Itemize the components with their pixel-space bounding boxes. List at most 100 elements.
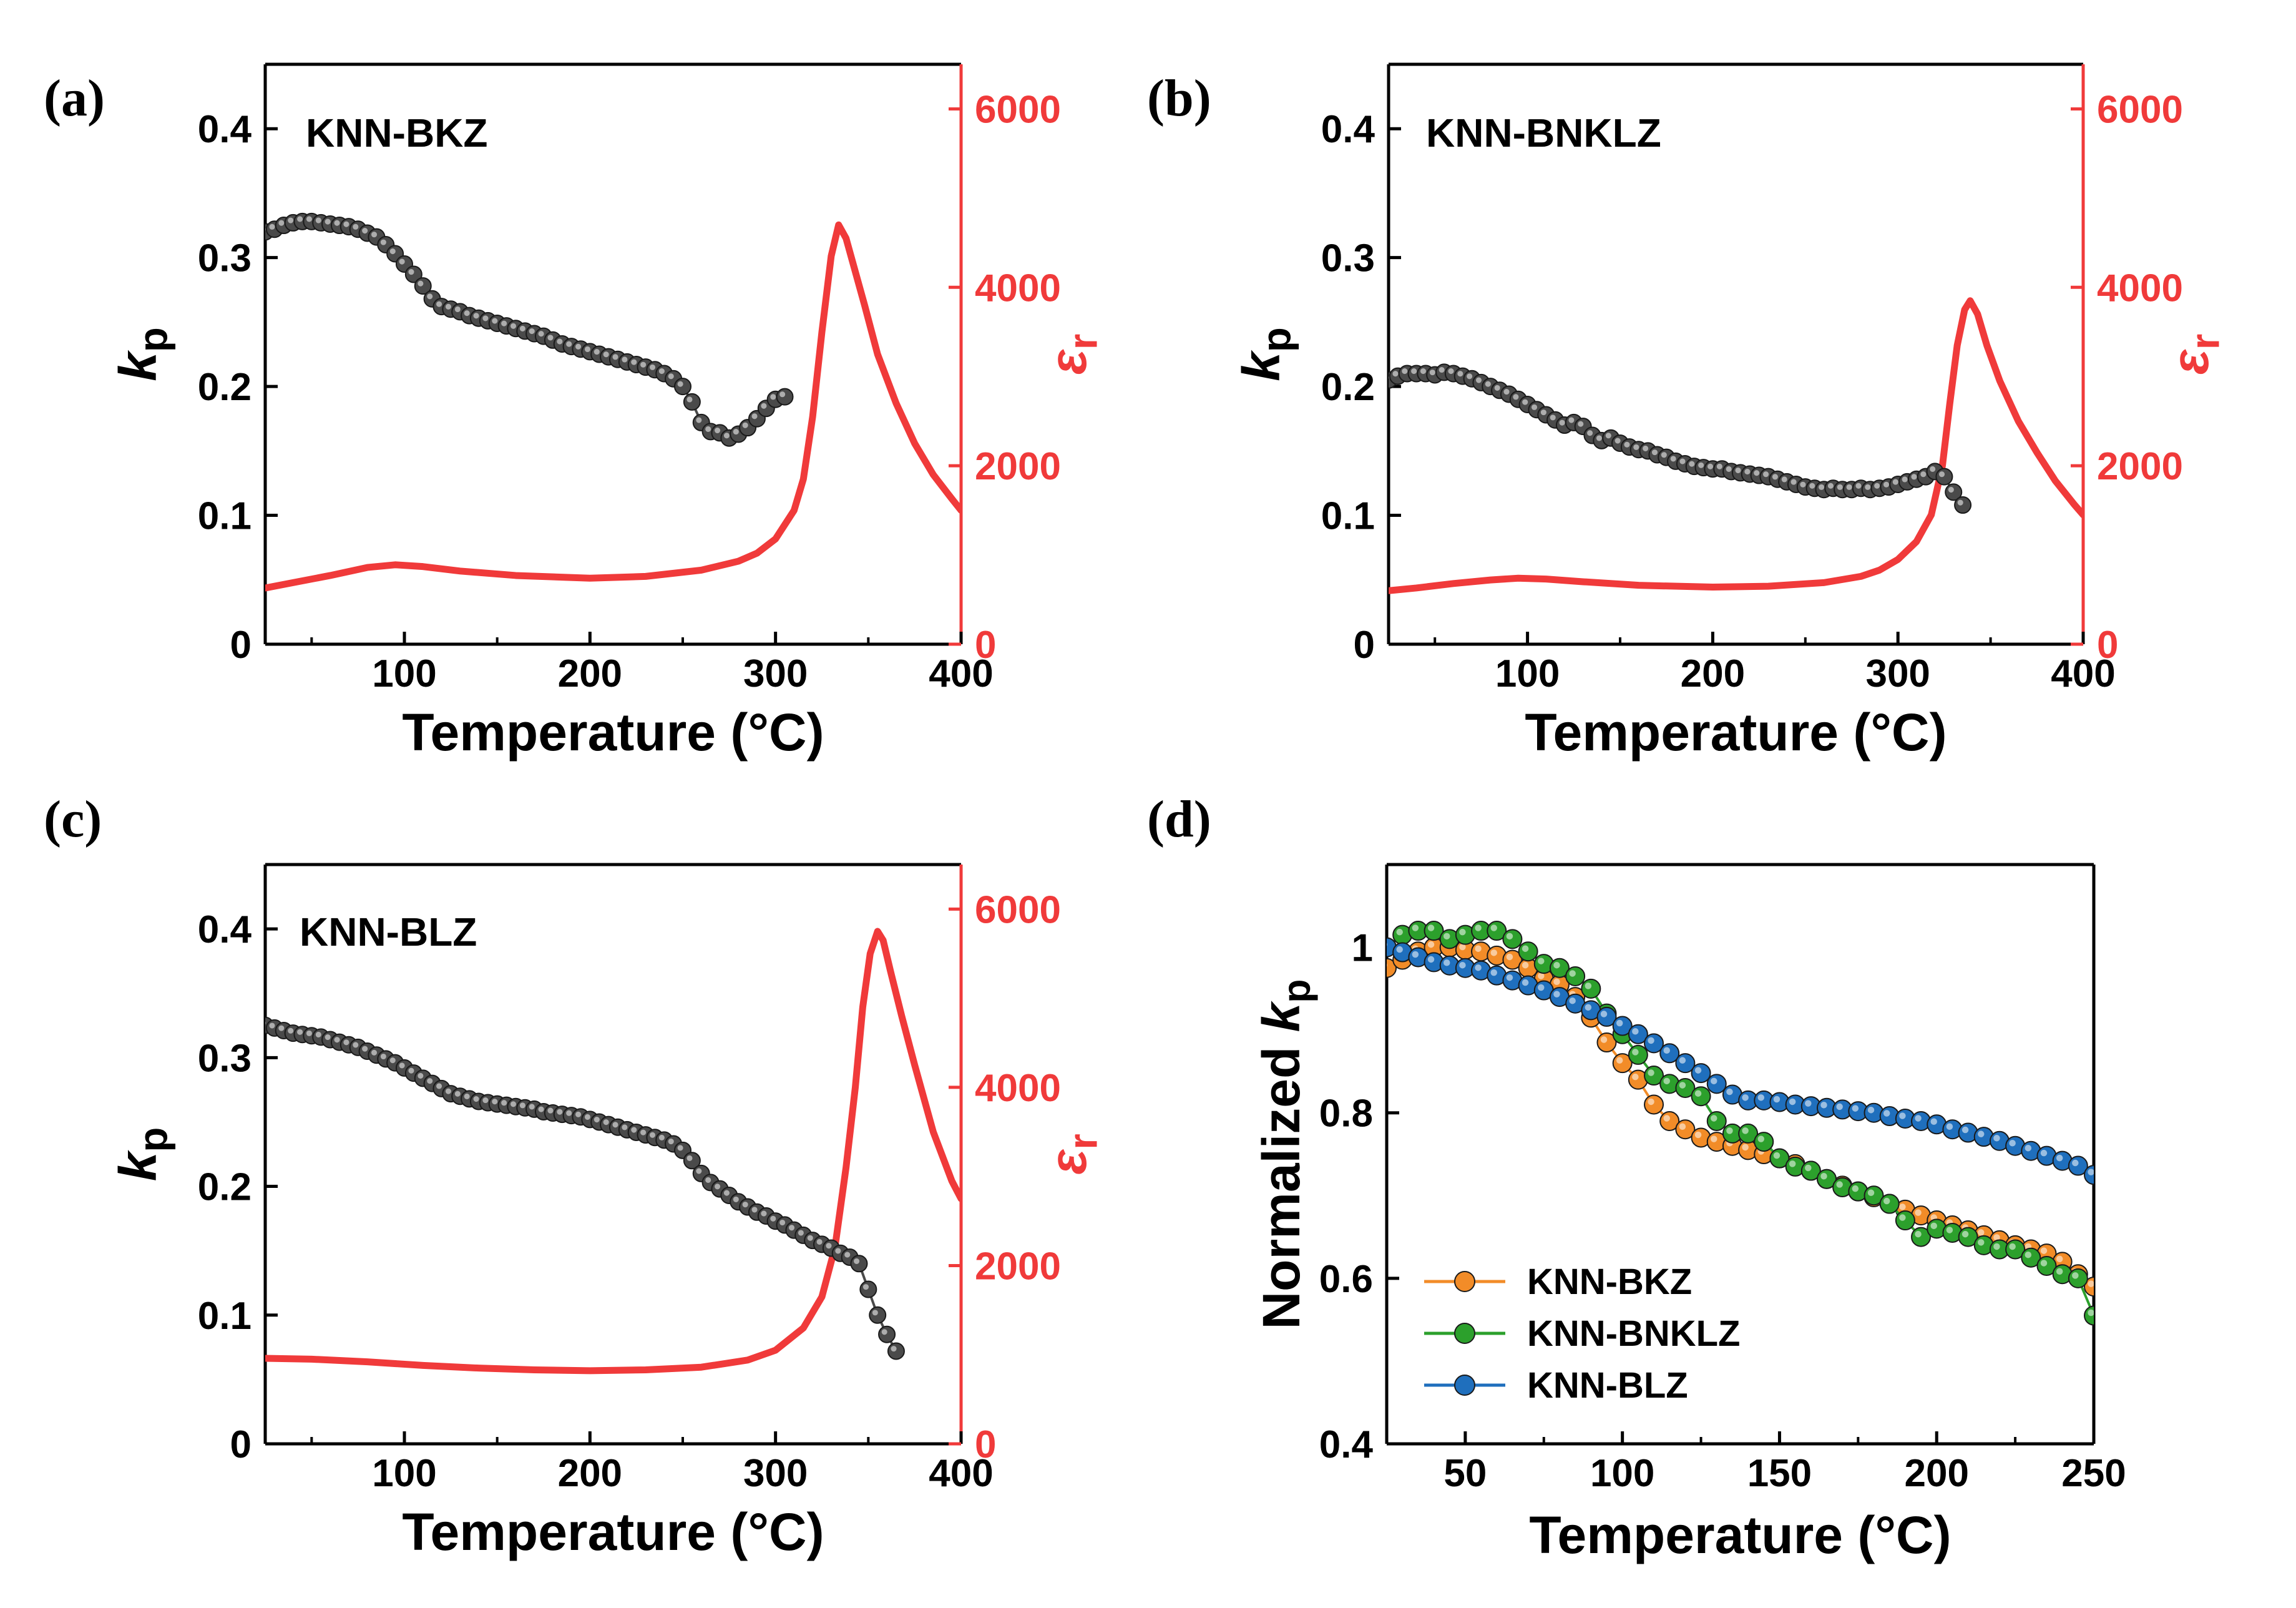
- data-point-highlight: [715, 427, 721, 434]
- data-point-highlight: [1569, 997, 1576, 1004]
- data-point: [1706, 1074, 1727, 1094]
- data-point-highlight: [594, 1116, 600, 1123]
- data-point-highlight: [1946, 1227, 1953, 1233]
- data-point: [2068, 1268, 2088, 1288]
- data-point-highlight: [1448, 368, 1454, 375]
- y2-tick-label: 2000: [975, 445, 1061, 488]
- y-tick-label: 0.8: [1319, 1092, 1373, 1135]
- data-point-highlight: [705, 1177, 711, 1184]
- data-point-highlight: [779, 1219, 786, 1226]
- data-point-highlight: [1867, 1106, 1875, 1114]
- y2-tick-label: 0: [2097, 624, 2118, 667]
- data-point-highlight: [1402, 368, 1408, 375]
- data-point-highlight: [733, 429, 739, 435]
- data-point-highlight: [677, 381, 683, 387]
- data-point-highlight: [473, 1096, 479, 1102]
- data-point-highlight: [1459, 928, 1466, 936]
- data-point-highlight: [603, 1119, 609, 1125]
- y-tick-label: 0.1: [198, 495, 252, 538]
- data-point-highlight: [658, 368, 665, 375]
- data-point-highlight: [297, 216, 303, 222]
- data-point-highlight: [1710, 1135, 1717, 1142]
- data-point-highlight: [1978, 1239, 1985, 1246]
- data-point-highlight: [1978, 1229, 1985, 1236]
- data-point-highlight: [1819, 484, 1825, 490]
- panel-title: KNN-BKZ: [306, 110, 488, 155]
- data-point-highlight: [1742, 1094, 1749, 1101]
- data-point-highlight: [1412, 951, 1419, 958]
- data-point: [674, 378, 691, 396]
- data-point-highlight: [761, 1210, 767, 1217]
- data-point-highlight: [1490, 949, 1497, 956]
- data-point-highlight: [1553, 978, 1560, 985]
- data-point-highlight: [1522, 961, 1529, 969]
- x-tick-label: 400: [2051, 652, 2115, 695]
- data-point-highlight: [399, 1062, 405, 1069]
- data-point-highlight: [798, 1230, 804, 1236]
- plot-area: [1380, 921, 2094, 1326]
- data-point-highlight: [1615, 438, 1621, 444]
- data-point-highlight: [1757, 1094, 1765, 1101]
- y2-tick-label: 4000: [2097, 267, 2183, 310]
- data-point-highlight: [501, 320, 507, 326]
- data-point-highlight: [1993, 1243, 2000, 1250]
- data-point-highlight: [1726, 466, 1732, 473]
- data-point-highlight: [835, 1248, 841, 1254]
- data-point: [776, 388, 794, 406]
- data-point-highlight: [668, 1139, 674, 1145]
- data-point-highlight: [1427, 956, 1435, 963]
- y-axis-label: Normalized kp: [1252, 979, 1319, 1329]
- data-point-highlight: [566, 341, 572, 347]
- data-point-highlight: [1412, 924, 1419, 931]
- data-point-highlight: [1820, 1102, 1827, 1109]
- data-point-highlight: [1459, 961, 1466, 969]
- data-point-highlight: [566, 1110, 572, 1116]
- x-tick-label: 100: [1495, 652, 1560, 695]
- data-point-highlight: [1726, 1127, 1733, 1134]
- y-axis-label: kp: [1232, 327, 1299, 381]
- data-point-highlight: [1531, 404, 1538, 410]
- data-point-highlight: [325, 1034, 331, 1041]
- data-point-highlight: [1993, 1234, 2000, 1241]
- data-point-highlight: [1522, 979, 1529, 986]
- data-point-highlight: [1427, 941, 1435, 948]
- data-point-highlight: [2088, 1309, 2094, 1316]
- data-point-highlight: [575, 343, 582, 350]
- data-point-highlight: [1911, 474, 1917, 480]
- data-point-highlight: [1915, 1209, 1922, 1216]
- data-point-highlight: [2072, 1159, 2079, 1167]
- data-point-highlight: [492, 318, 498, 324]
- data-point-highlight: [1742, 1127, 1749, 1134]
- data-point-highlight: [519, 325, 525, 331]
- data-point-highlight: [1475, 377, 1482, 383]
- data-point-highlight: [649, 364, 656, 370]
- data-point-highlight: [686, 1155, 693, 1161]
- panel-label: (a): [44, 69, 105, 127]
- data-point-highlight: [1600, 1011, 1608, 1017]
- data-point-highlight: [723, 433, 730, 439]
- data-point-highlight: [770, 394, 776, 400]
- data-point-highlight: [1559, 419, 1565, 426]
- series-knn-blz: [1387, 937, 2094, 1185]
- data-point-highlight: [1670, 456, 1676, 462]
- data-point-highlight: [1459, 943, 1466, 951]
- data-point-highlight: [1961, 1230, 1969, 1238]
- data-point-highlight: [362, 227, 368, 234]
- data-point-highlight: [371, 232, 378, 238]
- legend-marker: [1454, 1375, 1475, 1396]
- data-point-highlight: [1789, 1160, 1796, 1167]
- data-point-highlight: [1836, 1103, 1843, 1110]
- y-axis-label: kp: [109, 1127, 175, 1182]
- panel-title: KNN-BLZ: [300, 909, 477, 954]
- data-point: [1502, 929, 1523, 949]
- data-point-highlight: [436, 301, 442, 307]
- data-point-highlight: [1427, 924, 1435, 931]
- data-point-highlight: [380, 1053, 386, 1060]
- data-point-highlight: [677, 1145, 683, 1151]
- data-point-highlight: [1679, 1057, 1686, 1064]
- data-point-highlight: [1883, 1197, 1890, 1205]
- data-point-highlight: [1380, 962, 1387, 969]
- data-point-highlight: [538, 331, 544, 337]
- data-point-highlight: [649, 1132, 656, 1138]
- y2-tick-label: 2000: [975, 1245, 1061, 1288]
